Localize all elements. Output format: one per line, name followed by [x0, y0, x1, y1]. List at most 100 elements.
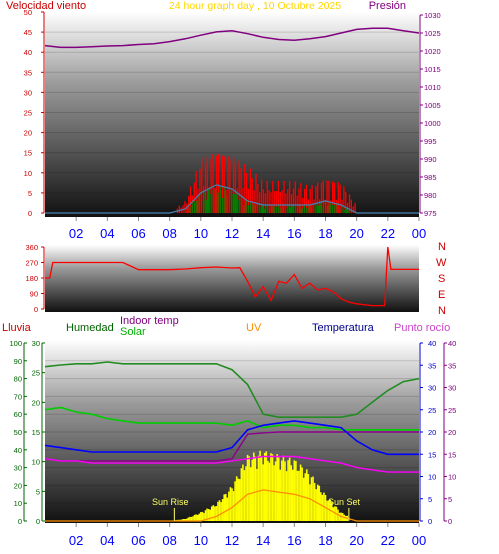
pressure-axis-tick-label: 1015: [424, 65, 441, 74]
dewpoint-axis-tick-label: 30: [448, 384, 456, 393]
compass-w: W: [436, 257, 447, 269]
uv-label: UV: [246, 322, 262, 334]
temperature-axis-tick-label: 5: [428, 495, 432, 504]
direction-axis-tick-label: 180: [25, 274, 38, 283]
x-tick-label: 22: [381, 226, 395, 241]
rain-axis-tick-label: 10: [14, 499, 22, 508]
pressure-axis-tick-label: 985: [424, 173, 437, 182]
wind-speed-axis-tick-label: 20: [24, 129, 32, 138]
humidity-axis-tick-label: 25: [32, 369, 40, 378]
wind-direction-plot-area: [45, 245, 419, 312]
x-tick-label: 18: [318, 226, 332, 241]
environment-series: [44, 360, 420, 522]
x-tick-label: 22: [381, 533, 395, 548]
direction-axis: 0 90 180 270 360: [25, 243, 45, 314]
rain-axis-tick-label: 40: [14, 446, 22, 455]
rain-axis: 0 10 20 30 40 50 60 70 80 90 100: [9, 339, 27, 526]
direction-axis-tick-label: 270: [25, 259, 38, 268]
x-tick-label: 08: [162, 226, 176, 241]
x-tick-label: 04: [100, 533, 114, 548]
pressure-axis-tick-label: 1010: [424, 83, 441, 92]
dewpoint-axis-tick-label: 35: [448, 361, 456, 370]
temperature-axis-tick-label: 0: [428, 517, 432, 526]
x-tick-label: 16: [287, 226, 301, 241]
x-tick-label: 10: [194, 533, 208, 548]
rain-axis-tick-label: 20: [14, 481, 22, 490]
x-tick-label: 00: [412, 533, 426, 548]
x-tick-label: 12: [225, 533, 239, 548]
compass-s: S: [438, 273, 445, 285]
rain-axis-tick-label: 0: [18, 517, 22, 526]
temperature-axis: 0 5 10 15 20 25 30 35 40: [419, 339, 436, 526]
wind-pressure-series: [44, 27, 420, 214]
pressure-axis-tick-label: 1005: [424, 101, 441, 110]
sunset-label: Sun Set: [328, 497, 361, 507]
dewpoint-axis-tick-label: 15: [448, 450, 456, 459]
x-axis-ticks-bottom: 02 04 06 08 10 12 14 16 18 20 22 00: [69, 523, 426, 548]
wind-pressure-plot-area: [45, 12, 419, 217]
compass-n-bottom: N: [438, 305, 446, 317]
rain-axis-tick-label: 100: [9, 339, 22, 348]
pressure-axis-tick-label: 1030: [424, 11, 441, 20]
temperature-axis-tick-label: 35: [428, 361, 436, 370]
compass-e: E: [438, 289, 445, 301]
x-tick-label: 02: [69, 533, 83, 548]
wind-speed-axis-tick-label: 30: [24, 88, 32, 97]
pressure-axis-tick-label: 990: [424, 155, 437, 164]
indoor-temp-label: Indoor temp: [120, 315, 179, 327]
wind-speed-axis-tick-label: 0: [28, 209, 32, 218]
dewpoint-axis-tick-label: 5: [448, 495, 452, 504]
x-tick-label: 06: [131, 226, 145, 241]
dewpoint-label: Punto rocío: [394, 322, 450, 334]
x-tick-label: 08: [162, 533, 176, 548]
compass-labels: N W S E N: [436, 241, 447, 317]
rain-axis-tick-label: 90: [14, 357, 22, 366]
pressure-axis: 975 980 985 990 995 1000 1005 1010 1015 1020 1025 1…: [419, 11, 441, 218]
x-tick-label: 02: [69, 226, 83, 241]
x-tick-label: 14: [256, 533, 270, 548]
x-tick-label: 12: [225, 226, 239, 241]
wind-speed-axis-tick-label: 45: [24, 28, 32, 37]
dewpoint-line: [44, 455, 419, 473]
temperature-axis-tick-label: 30: [428, 384, 436, 393]
humidity-axis-tick-label: 20: [32, 398, 40, 407]
rain-axis-tick-label: 50: [14, 428, 22, 437]
wind-speed-axis-tick-label: 25: [24, 109, 32, 118]
chart-title: 24 hour graph day , 10 Octubre 2025: [169, 0, 341, 12]
temperature-axis-tick-label: 20: [428, 428, 436, 437]
compass-n-top: N: [438, 241, 446, 253]
temperature-line: [44, 420, 419, 456]
dewpoint-axis: 0 5 10 15 20 25 30 35 40: [443, 339, 456, 526]
direction-axis-tick-label: 360: [25, 243, 38, 252]
humidity-axis: 0 5 10 15 20 25 30: [32, 339, 45, 526]
wind-direction-series: [45, 246, 419, 307]
x-axis-ticks-top: 02 04 06 08 10 12 14 16 18 20 22 00: [69, 217, 426, 241]
pressure-label: Presión: [369, 0, 406, 12]
temperature-label: Temperatura: [312, 322, 375, 334]
dewpoint-axis-tick-label: 20: [448, 428, 456, 437]
rain-axis-tick-label: 80: [14, 375, 22, 384]
wind-speed-axis-tick-label: 40: [24, 48, 32, 57]
x-tick-label: 10: [194, 226, 208, 241]
rain-axis-tick-label: 60: [14, 410, 22, 419]
direction-axis-tick-label: 0: [34, 305, 38, 314]
humidity-axis-tick-label: 0: [36, 517, 40, 526]
pressure-axis-tick-label: 975: [424, 209, 437, 218]
dewpoint-axis-tick-label: 40: [448, 339, 456, 348]
x-tick-label: 04: [100, 226, 114, 241]
humidity-label: Humedad: [66, 322, 114, 334]
rain-axis-tick-label: 70: [14, 392, 22, 401]
indoor-temp-line: [44, 431, 419, 462]
direction-axis-tick-label: 90: [30, 290, 38, 299]
humidity-axis-tick-label: 10: [32, 458, 40, 467]
pressure-axis-tick-label: 1025: [424, 29, 441, 38]
rain-label: Lluvia: [2, 322, 32, 334]
humidity-axis-tick-label: 5: [36, 487, 40, 496]
pressure-axis-tick-label: 980: [424, 191, 437, 200]
solar-line: [44, 406, 419, 431]
x-tick-label: 16: [287, 533, 301, 548]
wind-direction-avg-line: [45, 184, 419, 214]
wind-speed-axis-tick-label: 50: [24, 8, 32, 17]
pressure-line: [44, 27, 420, 49]
dewpoint-axis-tick-label: 0: [448, 517, 452, 526]
